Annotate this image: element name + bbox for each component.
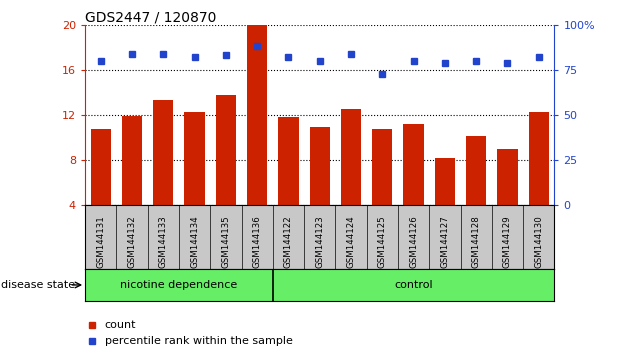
Text: GDS2447 / 120870: GDS2447 / 120870	[85, 11, 217, 25]
Text: GSM144126: GSM144126	[409, 215, 418, 268]
Bar	[497, 149, 518, 205]
Text: GSM144127: GSM144127	[440, 215, 449, 268]
Text: GSM144123: GSM144123	[315, 215, 324, 268]
Text: GSM144130: GSM144130	[534, 215, 543, 268]
Text: GSM144131: GSM144131	[96, 215, 105, 268]
Text: count: count	[105, 320, 136, 330]
Bar	[185, 112, 205, 205]
Text: GSM144129: GSM144129	[503, 215, 512, 268]
Text: GSM144134: GSM144134	[190, 215, 199, 268]
Text: GSM144133: GSM144133	[159, 215, 168, 268]
Bar	[341, 109, 361, 205]
Bar	[153, 101, 173, 205]
Bar	[247, 13, 267, 205]
Text: GSM144125: GSM144125	[378, 215, 387, 268]
Text: nicotine dependence: nicotine dependence	[120, 280, 238, 290]
Bar	[372, 129, 392, 205]
Bar	[215, 95, 236, 205]
Text: GSM144124: GSM144124	[346, 215, 355, 268]
Text: GSM144128: GSM144128	[472, 215, 481, 268]
Text: GSM144136: GSM144136	[253, 215, 261, 268]
Bar	[435, 158, 455, 205]
Bar	[403, 124, 424, 205]
Text: GSM144132: GSM144132	[127, 215, 137, 268]
Text: GSM144122: GSM144122	[284, 215, 293, 268]
Bar	[278, 117, 299, 205]
Text: disease state: disease state	[1, 280, 76, 290]
Bar	[529, 112, 549, 205]
Bar	[309, 127, 330, 205]
Text: control: control	[394, 280, 433, 290]
Bar	[91, 129, 111, 205]
Text: GSM144135: GSM144135	[221, 215, 231, 268]
Text: percentile rank within the sample: percentile rank within the sample	[105, 336, 293, 346]
Bar	[122, 116, 142, 205]
Bar	[466, 137, 486, 205]
